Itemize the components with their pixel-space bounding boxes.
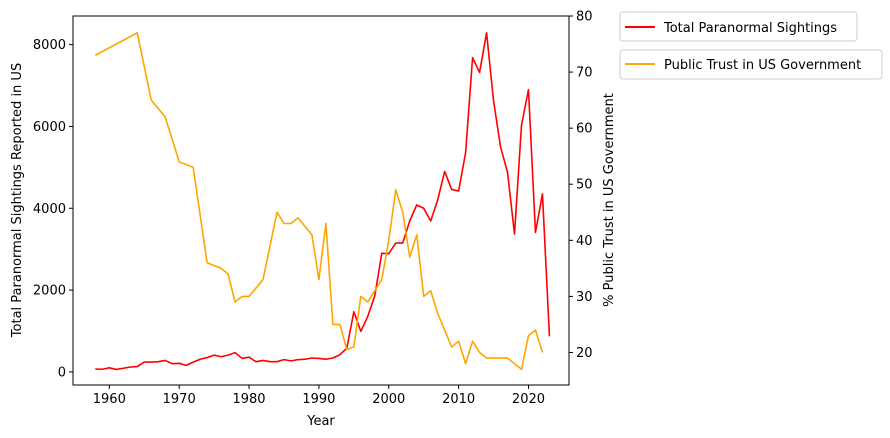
legend-trust-label: Public Trust in US Government (664, 58, 861, 73)
x-tick-label: 1980 (232, 392, 265, 407)
left-y-axis-ticks: 0 2000 4000 6000 8000 (33, 38, 73, 380)
right-y-tick-label: 40 (576, 234, 593, 249)
left-y-tick-label: 6000 (33, 120, 66, 135)
plot-frame (72, 15, 570, 386)
right-y-tick-label: 70 (576, 66, 593, 81)
x-axis-ticks: 1960 1970 1980 1990 2000 2010 2020 (93, 385, 545, 407)
right-y-axis-ticks: 20 30 40 50 60 70 80 (569, 10, 593, 361)
legend-trust-frame (619, 49, 883, 80)
x-tick-label: 1960 (93, 392, 126, 407)
x-tick-label: 1990 (302, 392, 335, 407)
series-line-public-trust (94, 32, 544, 371)
left-y-tick-label: 0 (58, 365, 66, 380)
right-y-tick-label: 50 (576, 178, 593, 193)
series-line-paranormal-sightings (95, 31, 551, 371)
right-y-tick-label: 30 (576, 290, 593, 305)
x-tick-label: 1970 (163, 392, 196, 407)
right-y-tick-label: 20 (576, 346, 593, 361)
legend-sightings-frame (619, 11, 858, 42)
right-y-tick-label: 60 (576, 122, 593, 137)
x-axis-label: Year (306, 414, 335, 429)
left-y-tick-label: 8000 (33, 38, 66, 53)
left-y-tick-label: 4000 (33, 202, 66, 217)
right-y-tick-label: 80 (576, 10, 593, 25)
right-y-axis-label: % Public Trust in US Government (602, 93, 617, 307)
legend-sightings-label: Total Paranormal Sightings (663, 21, 837, 36)
legend-sightings: Total Paranormal Sightings (619, 11, 858, 42)
plot-area (94, 31, 551, 371)
x-tick-label: 2020 (512, 392, 545, 407)
left-y-tick-label: 2000 (33, 284, 66, 299)
left-y-axis-label: Total Paranormal Sightings Reported in U… (10, 63, 25, 338)
legend-trust: Public Trust in US Government (619, 49, 883, 80)
x-tick-label: 2010 (442, 392, 475, 407)
x-tick-label: 2000 (372, 392, 405, 407)
